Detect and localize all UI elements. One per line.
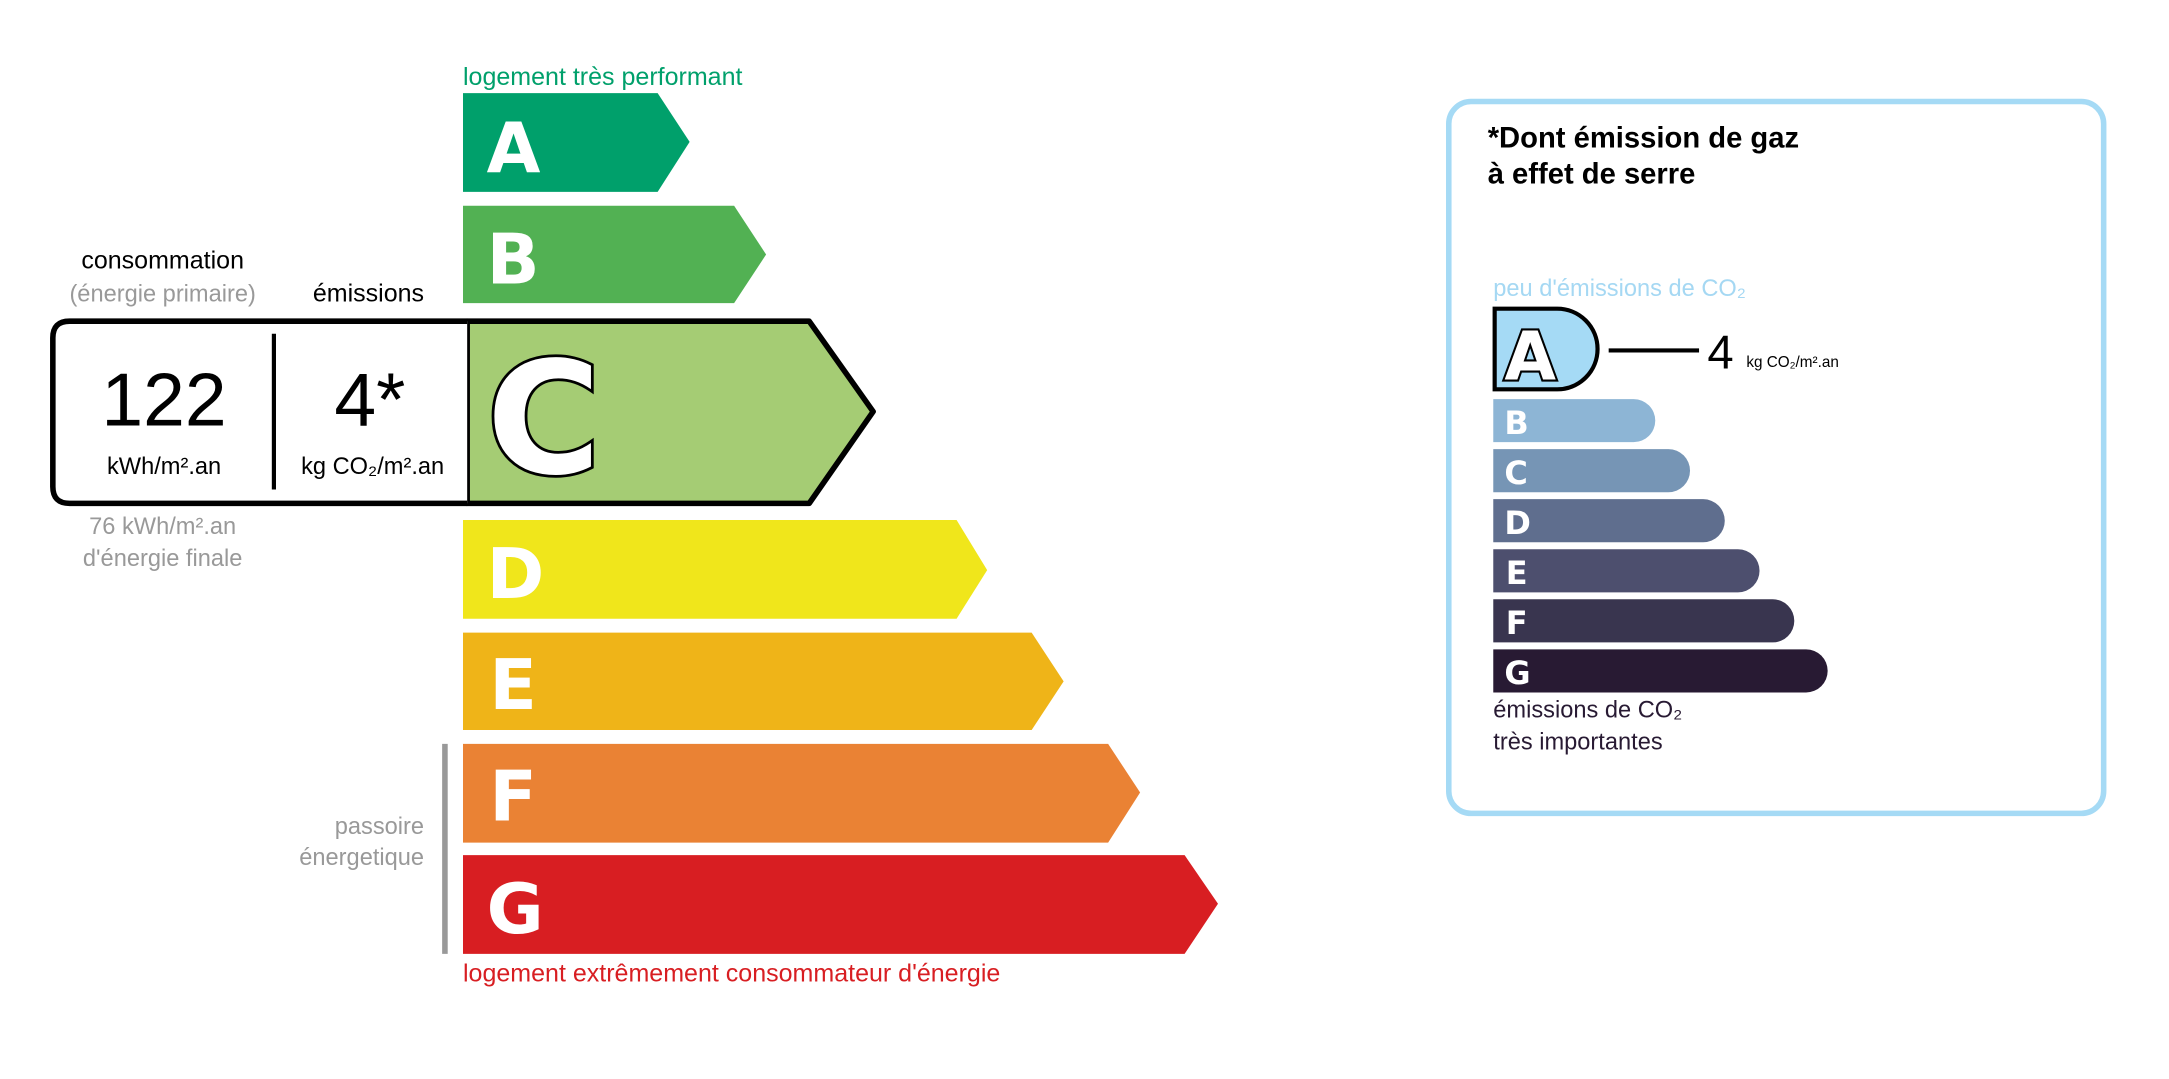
ges-class-f: F [1493,599,1795,643]
energy-letter-e: E [489,645,536,726]
bottom-consumption-label: logement extrêmement consommateur d'éner… [463,960,1000,988]
consumption-unit: kWh/m².an [107,454,221,480]
energy-bar-d [462,520,988,619]
energy-bar-b [462,205,767,304]
energy-letter-g: G [487,869,544,950]
ges-letter-e: E [1506,554,1528,592]
ges-bar-b [1493,399,1656,443]
consumption-value: 122 [101,357,226,441]
ges-value: 4 [1707,326,1733,379]
ges-bar-d [1493,499,1725,543]
energy-bar-e [462,632,1064,730]
energy-class-b: B [462,205,767,304]
ges-class-g: G [1493,649,1828,693]
final-energy-value: 76 kWh/m².an [89,514,236,540]
energy-letter-a: A [487,108,541,189]
energy-bar-a [462,93,690,192]
ges-class-a-current: A [1492,306,1600,398]
emissions-title: émissions [313,280,424,308]
emissions-value: 4* [334,357,405,441]
energy-class-c-current: C [464,318,876,513]
passoire-label-line1: passoire [335,814,424,840]
ges-letter-d: D [1504,504,1531,542]
ges-bar-e [1493,549,1760,593]
ges-class-d: D [1493,499,1725,543]
ges-class-b: B [1493,399,1656,443]
energy-letter-b: B [487,220,540,301]
energy-class-d: D [462,520,988,619]
energy-letter-c: C [487,328,601,510]
ges-unit: kg CO₂/m².an [1746,354,1839,371]
energy-letter-d: D [487,534,545,615]
passoire-label-line2: énergetique [299,845,424,871]
ges-bottom-label-line1: émissions de CO₂ [1493,697,1682,723]
consumption-title: consommation [81,246,244,274]
values-box [50,318,468,507]
energy-class-g: G [462,855,1218,954]
energy-class-a: A [462,93,690,192]
energy-bar-f [462,743,1141,843]
ges-title-line1: *Dont émission de gaz [1488,122,1799,154]
energy-class-f: F [462,743,1141,843]
ges-bar-a [1492,306,1600,392]
emissions-unit: kg CO₂/m².an [301,454,444,480]
energy-bar-g [462,855,1218,954]
ges-letter-c: C [1504,454,1527,492]
consumption-subtitle: (énergie primaire) [69,282,255,308]
ges-top-label: peu d'émissions de CO₂ [1493,276,1746,302]
ges-letter-a: A [1504,318,1556,396]
ges-bottom-label-line2: très importantes [1493,729,1662,755]
energy-class-e: E [462,632,1064,730]
top-performance-label: logement très performant [463,63,743,91]
ges-title-line2: à effet de serre [1488,159,1696,191]
ges-class-c: C [1493,449,1691,493]
ges-bar-g [1493,649,1828,693]
ges-bar-c [1493,449,1691,493]
ges-letter-b: B [1504,404,1528,442]
energy-letter-f: F [489,756,536,837]
ges-bar-f [1493,599,1795,643]
ges-letter-f: F [1506,604,1528,642]
ges-letter-g: G [1504,654,1530,692]
final-energy-label: d'énergie finale [83,546,243,572]
ges-class-e: E [1493,549,1760,593]
